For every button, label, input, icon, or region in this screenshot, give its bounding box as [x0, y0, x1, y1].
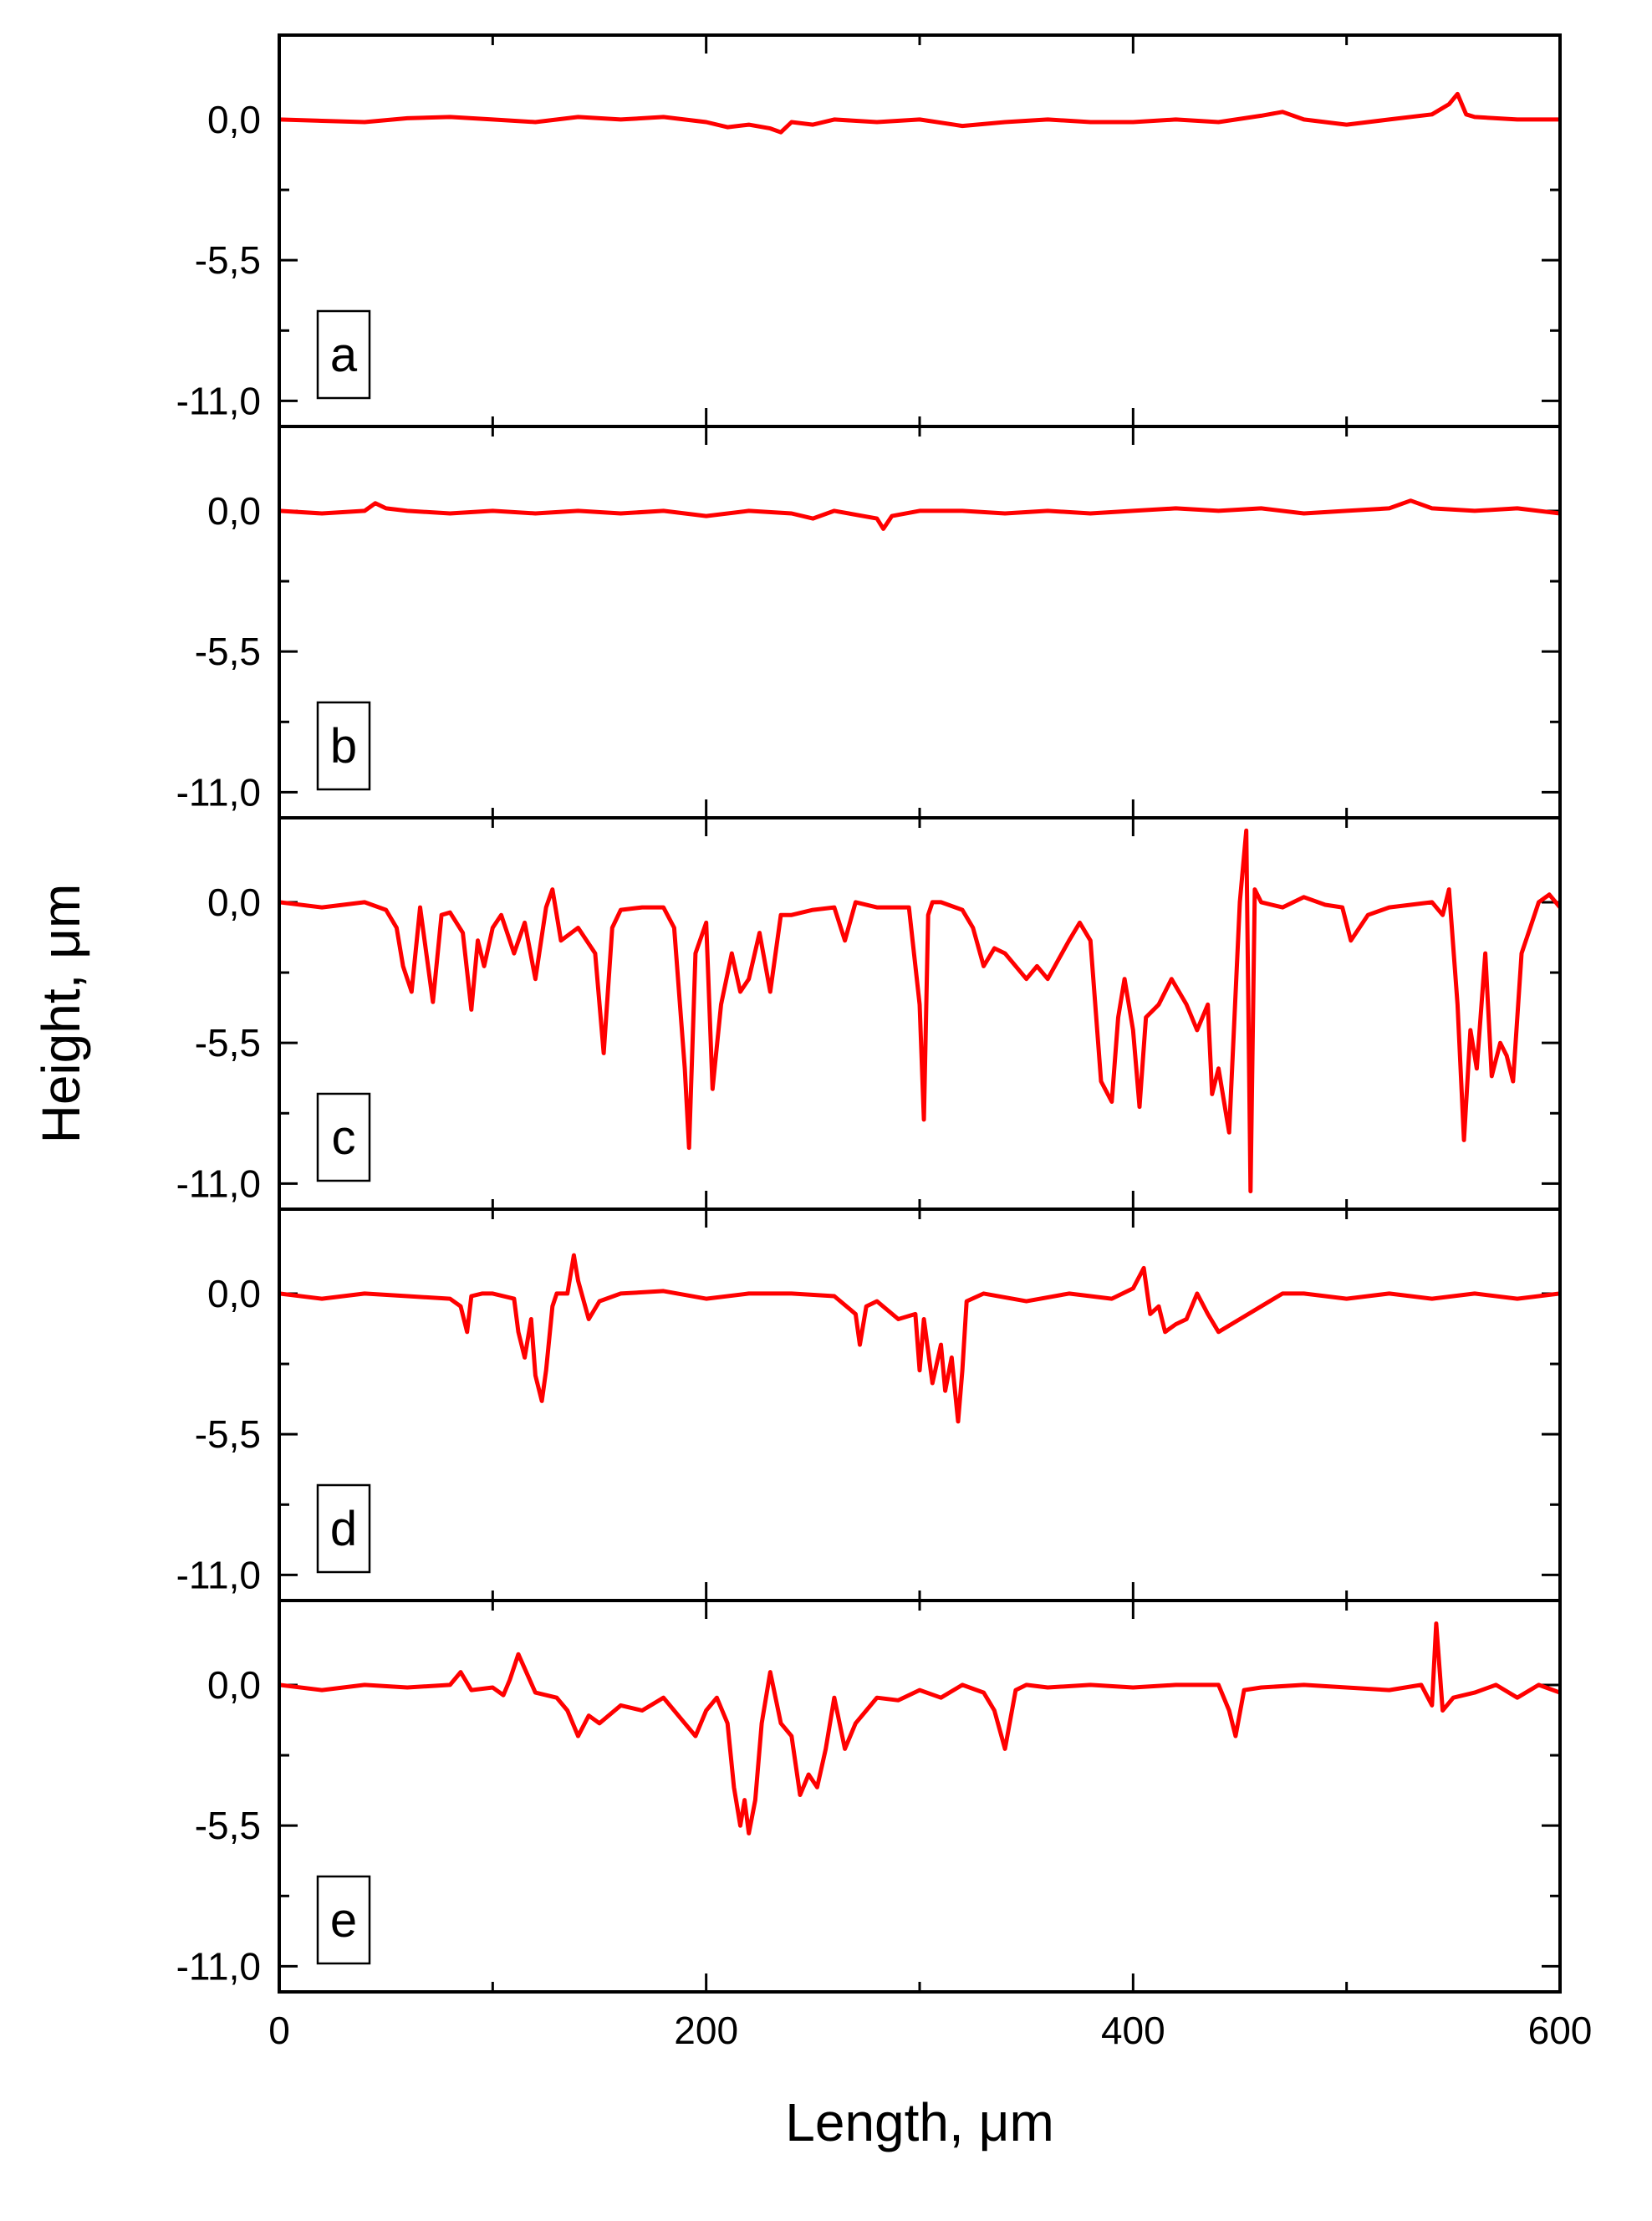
panel-letter-box — [316, 701, 371, 791]
y-tick-label: -11,0 — [176, 1553, 261, 1596]
y-tick-label: -11,0 — [176, 1162, 261, 1205]
y-tick-label: 0,0 — [207, 1272, 261, 1315]
panel-letter-box — [316, 1483, 371, 1574]
y-tick-label: -5,5 — [195, 1412, 261, 1456]
panel-frame — [278, 33, 1562, 428]
y-tick-label: -5,5 — [195, 630, 261, 673]
x-tick-label: 0 — [268, 2009, 290, 2052]
y-tick-label: -11,0 — [176, 379, 261, 422]
x-tick-label: 200 — [674, 2009, 738, 2052]
series-line-b — [279, 498, 1560, 531]
y-tick-label: -5,5 — [195, 1021, 261, 1065]
y-axis-label: Height, μm — [31, 884, 91, 1144]
panel-letter: b — [330, 719, 357, 774]
panel-frame — [278, 1599, 1562, 1994]
panel-letter: e — [330, 1893, 357, 1948]
panel-letter-box — [316, 1092, 371, 1182]
panel-d: 0,0 -5,5 -11,0 d — [176, 1208, 1562, 1602]
panel-e: 0,0 -5,5 -11,0 e — [176, 1599, 1562, 1994]
x-tick-label: 400 — [1101, 2009, 1165, 2052]
series-line-a — [279, 91, 1560, 135]
x-axis-label: Length, μm — [785, 2092, 1054, 2152]
y-tick-label: 0,0 — [207, 881, 261, 924]
y-tick-label: 0,0 — [207, 98, 261, 141]
y-tick-label: 0,0 — [207, 1663, 261, 1707]
panel-a: 0,0 -5,5 -11,0 a — [176, 33, 1562, 428]
panel-b: 0,0 -5,5 -11,0 b — [176, 425, 1562, 819]
panel-letter: d — [330, 1502, 357, 1556]
panel-frame — [278, 1208, 1562, 1602]
panel-letter-box — [316, 1875, 371, 1965]
series-line-d — [279, 1253, 1560, 1424]
y-tick-label: -11,0 — [176, 770, 261, 814]
y-tick-label: -5,5 — [195, 238, 261, 282]
y-tick-label: -11,0 — [176, 1944, 261, 1988]
panel-letter-box — [316, 309, 371, 400]
panel-frame — [278, 425, 1562, 819]
series-line-e — [279, 1621, 1560, 1836]
panel-c: 0,0 -5,5 -11,0 c — [176, 816, 1562, 1211]
panel-letter: c — [332, 1110, 356, 1165]
panel-letter: a — [330, 328, 358, 382]
series-line-c — [279, 828, 1560, 1194]
y-tick-label: 0,0 — [207, 489, 261, 533]
x-tick-label: 600 — [1528, 2009, 1593, 2052]
y-tick-label: -5,5 — [195, 1804, 261, 1847]
